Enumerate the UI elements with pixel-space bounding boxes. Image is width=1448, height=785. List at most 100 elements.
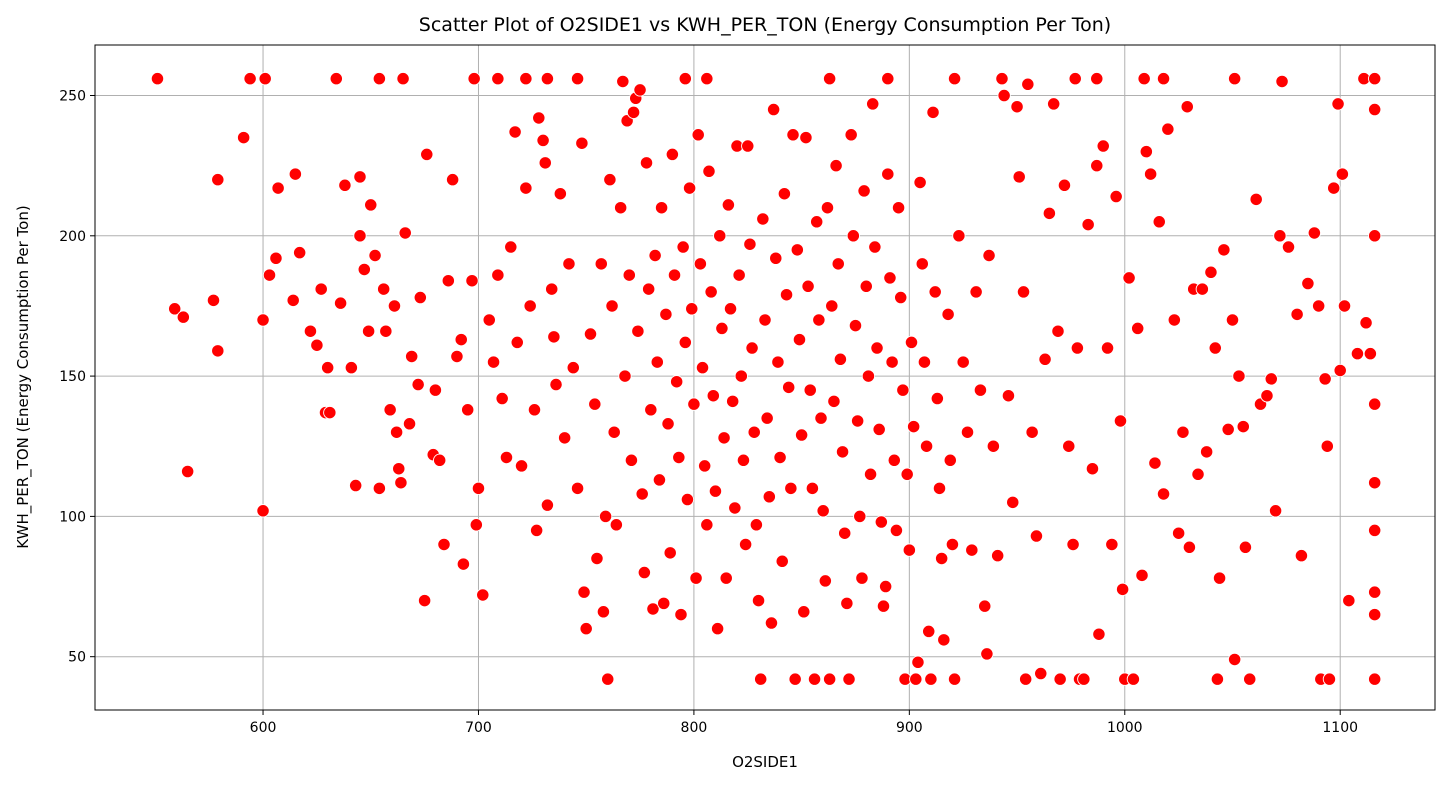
scatter-point	[642, 282, 656, 296]
scatter-point	[1092, 627, 1106, 641]
scatter-point	[1327, 181, 1341, 195]
scatter-point	[799, 130, 813, 145]
x-tick-label: 1100	[1322, 720, 1358, 736]
scatter-point	[657, 596, 671, 611]
scatter-point	[605, 299, 619, 313]
axis-ticks: 600 700 800 900 1000 1100 50 100 150 200 250	[59, 89, 1358, 736]
x-tick-label: 1000	[1107, 720, 1143, 736]
scatter-point	[527, 403, 542, 417]
scatter-point	[1307, 226, 1322, 240]
scatter-point	[176, 310, 190, 324]
scatter-point	[461, 403, 475, 417]
scatter-point	[1100, 341, 1115, 355]
scatter-point	[1199, 445, 1214, 459]
scatter-point	[303, 324, 318, 338]
scatter-point	[784, 481, 798, 495]
scatter-point	[648, 248, 662, 263]
scatter-point	[579, 621, 593, 636]
scatter-point	[1148, 456, 1162, 470]
scatter-point	[687, 397, 701, 411]
scatter-point	[1126, 672, 1141, 686]
scatter-point	[1077, 672, 1091, 686]
scatter-point	[978, 599, 992, 613]
scatter-point	[532, 111, 546, 125]
scatter-point	[1322, 672, 1337, 686]
scatter-point	[1156, 487, 1171, 501]
scatter-point	[596, 605, 611, 619]
scatter-point	[361, 324, 376, 338]
scatter-point	[624, 453, 639, 467]
scatter-point	[1135, 568, 1149, 582]
scatter-point	[411, 377, 425, 392]
scatter-point	[1320, 439, 1334, 453]
scatter-point	[379, 324, 393, 338]
y-axis-label: KWH_PER_TON (Energy Consumption Per Ton)	[14, 205, 33, 548]
scatter-point	[236, 130, 251, 145]
scatter-point	[706, 389, 720, 403]
scatter-point	[1281, 240, 1296, 254]
y-tick-label: 150	[59, 369, 86, 385]
scatter-point	[1204, 265, 1218, 279]
scatter-point	[917, 355, 932, 369]
scatter-point	[1085, 462, 1100, 476]
scatter-point	[661, 417, 675, 431]
scatter-point	[853, 509, 867, 524]
scatter-point	[902, 543, 916, 557]
scatter-point	[896, 383, 910, 397]
scatter-point	[747, 425, 761, 439]
scatter-point	[863, 467, 878, 481]
scatter-point	[1333, 363, 1347, 378]
scatter-point	[760, 411, 774, 425]
scatter-point	[433, 453, 447, 467]
scatter-point	[456, 557, 471, 571]
scatter-point	[816, 504, 830, 518]
y-tick-label: 200	[59, 229, 86, 245]
scatter-point	[211, 173, 225, 187]
scatter-point	[801, 279, 815, 293]
scatter-point	[626, 105, 641, 119]
scatter-point	[471, 481, 486, 495]
scatter-point	[911, 655, 925, 669]
scatter-point	[786, 128, 800, 142]
scatter-point	[941, 307, 955, 322]
scatter-point	[792, 332, 807, 347]
scatter-point	[1068, 72, 1082, 86]
scatter-point	[150, 72, 165, 86]
scatter-point	[797, 605, 811, 619]
scatter-point	[915, 257, 929, 271]
scatter-point	[523, 299, 537, 313]
scatter-point	[1238, 540, 1253, 554]
scatter-point	[1331, 97, 1345, 111]
scatter-point	[810, 215, 824, 229]
scatter-point	[1122, 271, 1136, 285]
scatter-point	[965, 543, 979, 557]
scatter-point	[900, 467, 914, 481]
scatter-point	[848, 318, 863, 333]
scatter-point	[1368, 397, 1382, 411]
scatter-point	[713, 229, 727, 243]
scatter-point	[719, 571, 733, 585]
scatter-point	[874, 515, 888, 529]
scatter-point	[790, 243, 804, 257]
scatter-point	[885, 355, 899, 369]
scatter-point	[1081, 217, 1095, 232]
scatter-point	[924, 672, 938, 686]
scatter-point	[566, 361, 580, 375]
scatter-point	[973, 383, 988, 397]
scatter-point	[850, 414, 865, 428]
scatter-point	[1006, 495, 1020, 510]
scatter-point	[510, 335, 524, 350]
scatter-point	[829, 159, 843, 173]
scatter-point	[741, 139, 755, 153]
scatter-point	[1368, 476, 1382, 490]
scatter-point	[1161, 122, 1175, 136]
scatter-point	[1337, 299, 1352, 313]
scatter-point	[631, 324, 645, 338]
scatter-point	[428, 383, 443, 397]
scatter-point	[1368, 672, 1382, 686]
scatter-point	[758, 313, 772, 327]
scatter-point	[1342, 593, 1356, 608]
scatter-point	[639, 156, 654, 170]
